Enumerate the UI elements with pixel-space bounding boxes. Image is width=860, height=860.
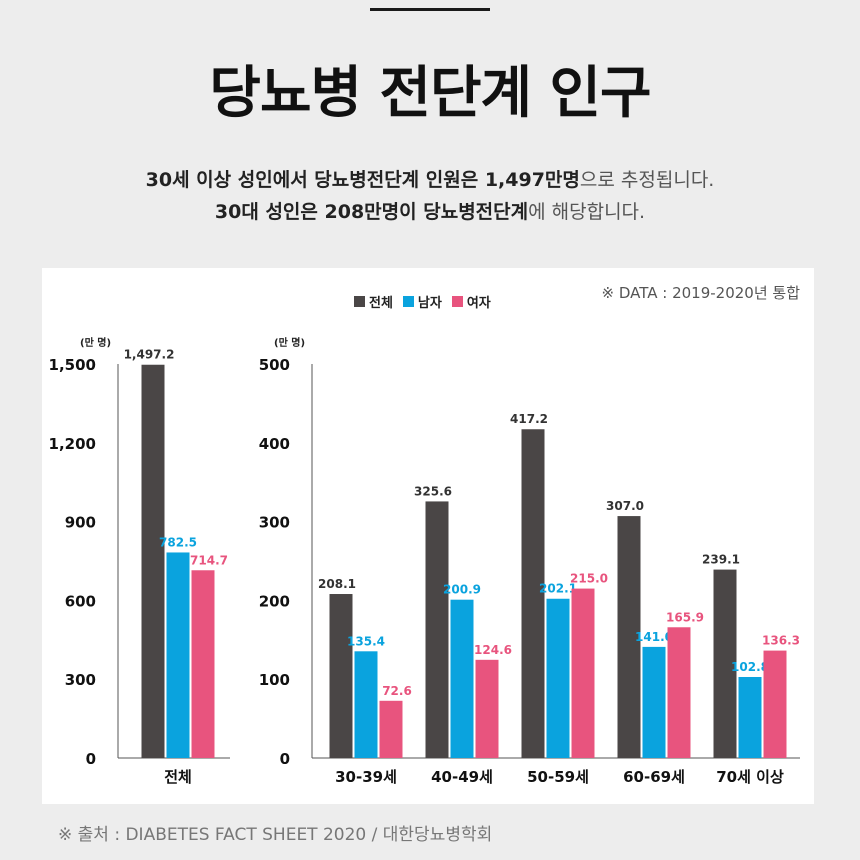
age-chart-bar-female bbox=[763, 650, 787, 758]
total-chart-y-tick-label: 1,200 bbox=[49, 435, 96, 453]
age-chart-value-label-female: 165.9 bbox=[666, 610, 704, 624]
age-chart-value-label-male: 202.1 bbox=[539, 582, 577, 596]
total-chart-bar-male bbox=[166, 552, 190, 758]
bar-chart-svg: (만 명) 0 300 600 900 1,200 1,500 1,497.2 782.5 714… bbox=[49, 336, 800, 786]
age-chart-bar-total bbox=[713, 569, 737, 758]
total-chart-y-tick-label: 600 bbox=[65, 592, 96, 610]
total-chart-category-label: 전체 bbox=[164, 768, 192, 786]
age-chart-value-label-female: 136.3 bbox=[762, 634, 800, 648]
age-chart-y-tick-label: 500 bbox=[259, 356, 290, 374]
subtitle: 30세 이상 성인에서 당뇨병전단계 인원은 1,497만명으로 추정됩니다. … bbox=[0, 164, 860, 228]
age-chart-value-label-male: 102.8 bbox=[731, 660, 769, 674]
legend-item-female: 여자 bbox=[451, 292, 491, 311]
age-chart-bar-male bbox=[642, 646, 666, 758]
subtitle-line-2: 30대 성인은 208만명이 당뇨병전단계에 해당합니다. bbox=[0, 196, 860, 228]
age-chart-bar-male bbox=[546, 598, 570, 758]
total-chart-y-tick-label: 300 bbox=[65, 671, 96, 689]
age-chart-y-tick-label: 400 bbox=[259, 435, 290, 453]
total-chart-unit-label: (만 명) bbox=[80, 336, 111, 349]
age-chart-category-label: 50-59세 bbox=[527, 768, 589, 786]
age-chart-value-label-female: 124.6 bbox=[474, 643, 512, 657]
total-chart-bar-female bbox=[191, 570, 215, 758]
total-chart-bar-total bbox=[141, 364, 165, 758]
age-chart-bar-female bbox=[667, 627, 691, 758]
age-chart-category-label: 40-49세 bbox=[431, 768, 493, 786]
legend-swatch-total bbox=[354, 296, 365, 307]
age-chart-bar-male bbox=[738, 676, 762, 758]
age-chart-value-label-male: 135.4 bbox=[347, 634, 385, 648]
legend-item-total: 전체 bbox=[354, 292, 393, 311]
total-chart-value-label-male: 782.5 bbox=[159, 535, 197, 549]
age-chart-y-tick-label: 0 bbox=[280, 750, 290, 768]
age-chart-bar-female bbox=[379, 700, 403, 758]
total-chart-value-label-total: 1,497.2 bbox=[124, 348, 175, 362]
age-chart-bar-total bbox=[617, 516, 641, 758]
subtitle-line-1-bold: 30세 이상 성인에서 당뇨병전단계 인원은 1,497만명 bbox=[145, 169, 580, 191]
subtitle-line-1: 30세 이상 성인에서 당뇨병전단계 인원은 1,497만명으로 추정됩니다. bbox=[0, 164, 860, 196]
age-chart-value-label-total: 307.0 bbox=[606, 499, 644, 513]
age-chart-y-tick-label: 100 bbox=[259, 671, 290, 689]
age-chart-value-label-total: 208.1 bbox=[318, 577, 356, 591]
legend-item-male: 남자 bbox=[402, 292, 442, 311]
age-chart-category-label: 70세 이상 bbox=[716, 768, 784, 786]
chart-panel: ※ DATA : 2019-2020년 통합 전체 남자 여자 (만 명) 0 30… bbox=[42, 268, 814, 804]
age-chart-bar-female bbox=[571, 588, 595, 758]
legend-swatch-male bbox=[402, 296, 414, 307]
age-chart-value-label-total: 239.1 bbox=[702, 553, 740, 567]
subtitle-line-1-rest: 으로 추정됩니다. bbox=[579, 169, 715, 191]
age-chart-value-label-male: 200.9 bbox=[443, 583, 481, 597]
source-credit: ※ 출처 : DIABETES FACT SHEET 2020 / 대한당뇨병학… bbox=[58, 825, 493, 845]
age-chart-value-label-female: 215.0 bbox=[570, 572, 608, 586]
age-chart-value-label-total: 325.6 bbox=[414, 484, 452, 498]
age-chart-bar-male bbox=[354, 651, 378, 758]
age-chart-y-tick-label: 200 bbox=[259, 592, 290, 610]
age-chart-category-label: 30-39세 bbox=[335, 768, 397, 786]
age-chart-bar-male bbox=[450, 599, 474, 758]
age-chart-value-label-total: 417.2 bbox=[510, 412, 548, 426]
legend-label-female: 여자 bbox=[466, 296, 491, 311]
total-chart-y-tick-label: 0 bbox=[86, 750, 96, 768]
age-chart-bar-total bbox=[425, 501, 449, 758]
age-chart-bar-total bbox=[521, 429, 545, 758]
age-chart-bar-total bbox=[329, 594, 353, 758]
age-chart-category-label: 60-69세 bbox=[623, 768, 685, 786]
age-chart-value-label-female: 72.6 bbox=[382, 684, 412, 698]
age-chart-value-label-male: 141.0 bbox=[635, 630, 673, 644]
age-chart-bar-female bbox=[475, 659, 499, 758]
total-chart-y-tick-label: 1,500 bbox=[49, 356, 96, 374]
total-chart-value-label-female: 714.7 bbox=[190, 553, 228, 567]
legend-label-male: 남자 bbox=[417, 296, 442, 311]
subtitle-line-2-bold: 30대 성인은 208만명이 당뇨병전단계 bbox=[214, 201, 529, 223]
legend-swatch-female bbox=[451, 296, 463, 307]
page-title: 당뇨병 전단계 인구 bbox=[209, 61, 651, 126]
age-chart-unit-label: (만 명) bbox=[274, 336, 305, 349]
legend-label-total: 전체 bbox=[369, 296, 393, 311]
data-note: ※ DATA : 2019-2020년 통합 bbox=[601, 284, 801, 302]
chart-legend: 전체 남자 여자 bbox=[354, 292, 495, 311]
total-chart-y-tick-label: 900 bbox=[65, 514, 96, 532]
age-chart-y-tick-label: 300 bbox=[259, 514, 290, 532]
top-rule bbox=[370, 8, 490, 11]
subtitle-line-2-rest: 에 해당합니다. bbox=[528, 201, 646, 223]
